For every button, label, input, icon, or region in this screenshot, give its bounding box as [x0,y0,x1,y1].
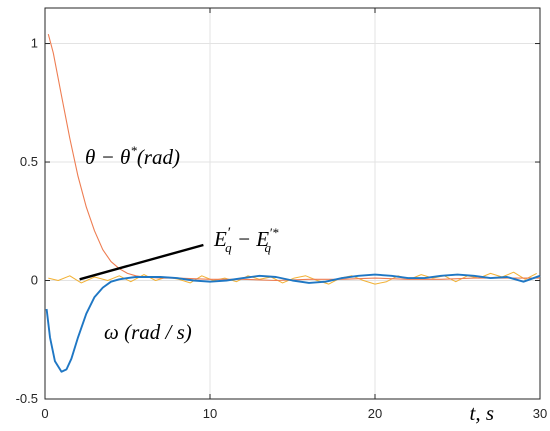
eq-pointer-line [79,243,204,281]
y-tick-label: -0.5 [16,391,38,406]
annotation-omega: ω (rad / s) [104,320,192,344]
plot-frame [44,7,541,400]
y-axis: -0.5 0 0.5 1 [16,36,540,406]
y-tick-label: 0.5 [20,154,38,169]
y-tick-label: 1 [31,36,38,51]
series-group [45,33,541,373]
x-axis: 0 10 20 30 [41,8,547,421]
x-tick-label: 0 [41,406,48,421]
x-tick-label: 20 [368,406,382,421]
annotation-eq: E′ q − E′* q [213,225,279,255]
series-eq-line [48,271,537,285]
y-tick-label: 0 [31,273,38,288]
x-tick-label: 30 [533,406,547,421]
annotation-theta: θ − θ*(rad) [85,143,180,169]
x-axis-label: t, s [469,401,494,425]
series-omega-line [45,273,541,373]
x-tick-label: 10 [203,406,217,421]
